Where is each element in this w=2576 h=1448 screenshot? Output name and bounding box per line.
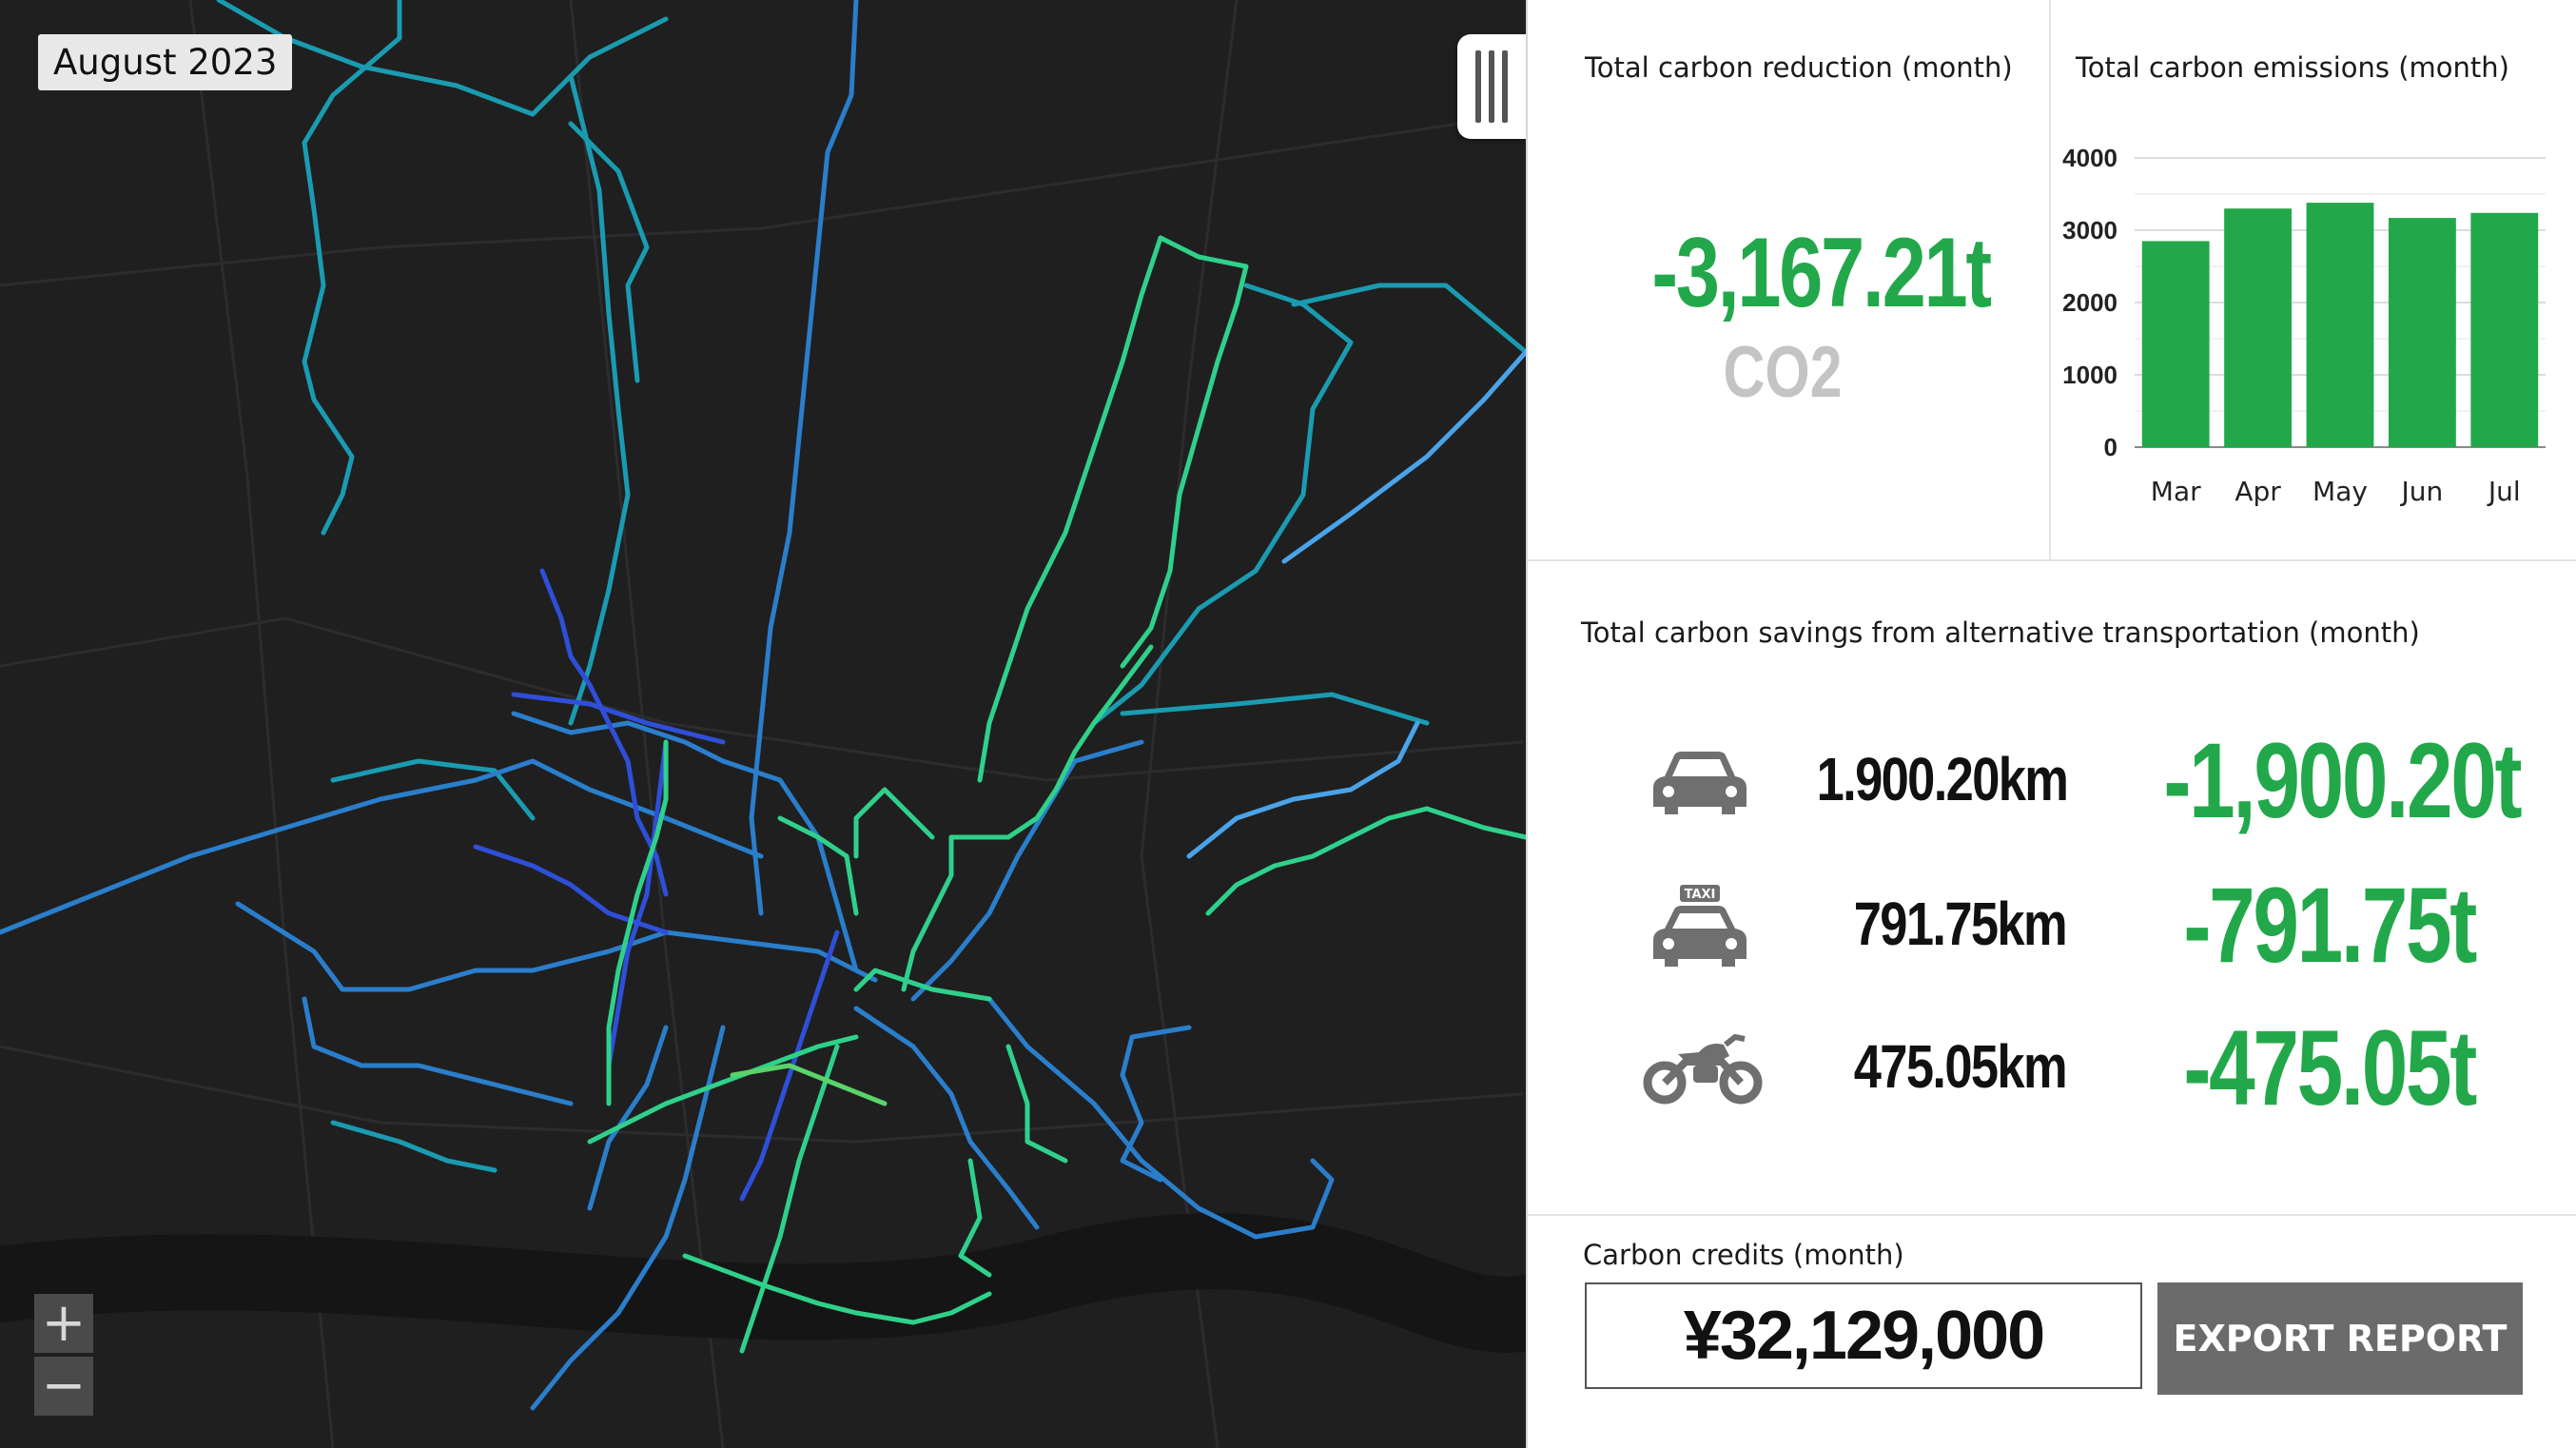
handle-bar-icon (1475, 50, 1481, 123)
x-tick-label: Jun (2400, 476, 2444, 507)
taxi-icon: TAXI (1653, 885, 1747, 967)
route-network (0, 0, 1526, 1448)
handle-bar-icon (1489, 50, 1494, 123)
date-badge: August 2023 (38, 34, 293, 90)
bar-jun (2388, 218, 2456, 447)
bar-mar (2141, 241, 2210, 447)
savings-title: Total carbon savings from alternative tr… (1581, 616, 2420, 649)
y-tick-label: 4000 (2062, 144, 2117, 172)
car-distance: 1.900.20km (1816, 745, 2069, 813)
car-saving: -1,900.20t (2163, 721, 2522, 840)
taxi-saving: -791.75t (2183, 866, 2477, 985)
y-tick-label: 0 (2104, 433, 2117, 461)
bar-jul (2470, 212, 2539, 447)
card-divider (2049, 0, 2051, 559)
y-tick-label: 1000 (2062, 361, 2117, 389)
y-tick-label: 3000 (2062, 216, 2117, 245)
motorcycle-distance: 475.05km (1853, 1032, 2068, 1101)
bar-may (2306, 203, 2374, 447)
reduction-value: -3,167.21t (1651, 218, 1992, 328)
y-tick-label: 2000 (2062, 288, 2117, 317)
taxi-sign-label: TAXI (1685, 888, 1716, 902)
reduction-title: Total carbon reduction (month) (1585, 51, 2013, 84)
handle-bar-icon (1502, 50, 1508, 123)
reduction-unit: CO2 (1723, 332, 1843, 413)
x-tick-label: Jul (2487, 476, 2521, 507)
emissions-bar-chart: 0 1000 2000 3000 4000 Mar Apr May Jun Jul (2062, 144, 2546, 507)
card-divider (1528, 1214, 2576, 1216)
panel-toggle-handle[interactable] (1457, 34, 1526, 139)
credits-value: ¥32,129,000 (1585, 1282, 2142, 1389)
credits-title: Carbon credits (month) (1583, 1239, 1904, 1271)
car-icon (1653, 752, 1747, 814)
x-tick-label: Mar (2151, 476, 2201, 507)
emissions-title: Total carbon emissions (month) (2076, 51, 2509, 84)
base-roads (0, 0, 1526, 1448)
motorcycle-saving: -475.05t (2183, 1008, 2477, 1127)
export-report-button[interactable]: EXPORT REPORT (2157, 1282, 2523, 1395)
stats-panel: Total carbon reduction (month) -3,167.21… (1526, 0, 2576, 1448)
motorcycle-icon (1643, 1033, 1763, 1105)
x-tick-label: May (2313, 476, 2368, 507)
bar-apr (2224, 208, 2293, 447)
x-tick-label: Apr (2234, 476, 2281, 507)
taxi-distance: 791.75km (1853, 890, 2068, 958)
card-divider (1528, 559, 2576, 561)
zoom-out-button[interactable]: − (34, 1357, 93, 1416)
route-map[interactable]: August 2023 + − (0, 0, 1526, 1448)
zoom-in-button[interactable]: + (34, 1294, 93, 1353)
